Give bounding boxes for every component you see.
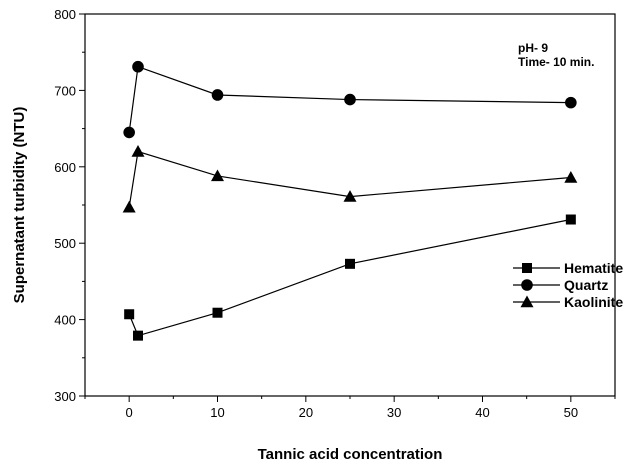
data-point-kaolinite — [122, 200, 136, 213]
data-point-quartz — [123, 126, 135, 139]
data-point-hematite — [212, 307, 223, 318]
data-point-quartz — [211, 89, 224, 101]
x-tick-label: 0 — [126, 405, 133, 420]
legend-item-hematite: Hematite — [513, 260, 623, 276]
y-tick-label: 800 — [54, 7, 76, 22]
axis-ticks: 300 400 500 600 700 800 0 10 20 30 40 50 — [54, 7, 616, 420]
data-point-hematite — [133, 330, 143, 341]
legend-marker-hematite — [522, 263, 532, 273]
data-point-kaolinite — [564, 170, 578, 183]
legend-label-hematite: Hematite — [564, 260, 623, 276]
series-hematite — [124, 214, 576, 341]
legend-label-kaolinite: Kaolinite — [564, 294, 623, 310]
series-kaolinite — [122, 145, 578, 213]
data-point-quartz — [344, 93, 356, 106]
legend-marker-kaolinite — [520, 295, 534, 308]
x-tick-label: 50 — [564, 405, 578, 420]
data-point-kaolinite — [131, 145, 145, 157]
annotation-ph: pH- 9 — [518, 41, 548, 55]
legend-item-kaolinite: Kaolinite — [513, 294, 623, 310]
series-quartz — [123, 60, 577, 139]
y-tick-label: 300 — [54, 389, 76, 404]
data-point-hematite — [565, 214, 576, 225]
x-tick-label: 10 — [210, 405, 224, 420]
data-point-kaolinite — [211, 169, 224, 182]
x-tick-label: 20 — [299, 405, 313, 420]
legend-item-quartz: Quartz — [513, 277, 608, 293]
y-axis-title: Supernatant turbidity (NTU) — [11, 107, 28, 304]
series-line-hematite — [128, 218, 571, 337]
annotation-time: Time- 10 min. — [518, 55, 594, 69]
y-tick-label: 400 — [54, 313, 76, 328]
data-point-hematite — [124, 309, 135, 320]
data-point-hematite — [345, 258, 355, 269]
y-tick-label: 600 — [54, 160, 76, 175]
series-layer — [122, 60, 578, 341]
legend-marker-quartz — [521, 279, 533, 291]
x-tick-label: 30 — [387, 405, 401, 420]
x-axis-title: Tannic acid concentration — [258, 446, 443, 463]
y-tick-label: 700 — [54, 83, 76, 98]
y-tick-label: 500 — [54, 236, 76, 251]
plot-area-frame — [84, 13, 616, 397]
data-point-quartz — [565, 96, 577, 109]
x-tick-label: 40 — [475, 405, 489, 420]
legend-label-quartz: Quartz — [564, 277, 608, 293]
data-point-kaolinite — [343, 190, 357, 202]
data-point-quartz — [132, 60, 144, 73]
